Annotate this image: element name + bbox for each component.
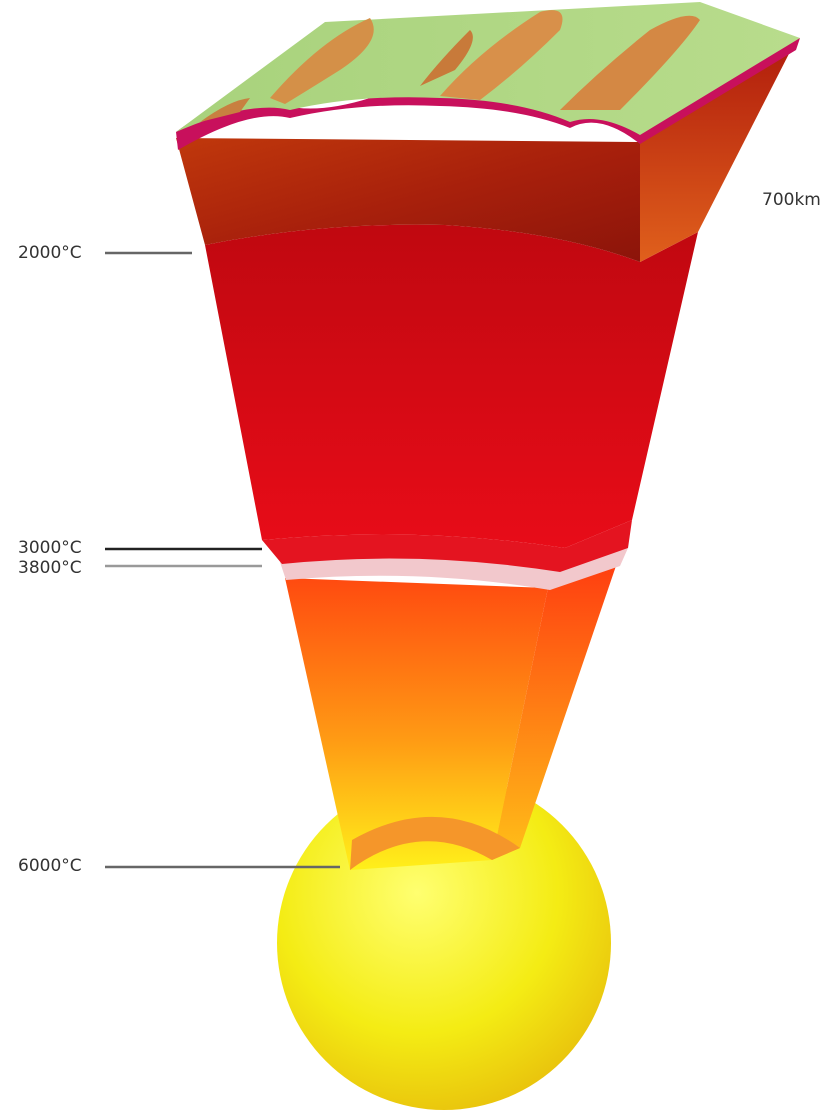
lower-mantle [205,224,698,548]
temperature-label-3000: 3000°C [18,538,82,558]
terrain-ridge [560,15,700,110]
terrain-ridge [270,18,374,104]
outer-core [285,578,548,870]
terrain-ridge [420,30,473,86]
upper-mantle-side [640,40,796,262]
d-layer [262,520,632,572]
temperature-label-6000: 6000°C [18,856,82,876]
terrain-ridge [440,10,563,101]
upper-mantle [176,138,640,262]
outer-core-cap [350,816,520,870]
depth-label: 700km [762,190,821,210]
outer-core-side [492,560,618,860]
temperature-label-3800: 3800°C [18,558,82,578]
temperature-label-2000: 2000°C [18,243,82,263]
terrain-ridge [200,98,250,122]
